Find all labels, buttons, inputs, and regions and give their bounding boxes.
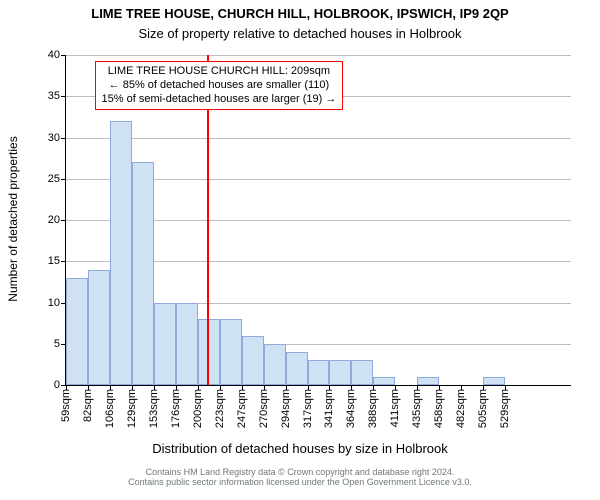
histogram-bar — [132, 162, 154, 385]
y-tick-label: 10 — [48, 297, 66, 309]
histogram-bar — [198, 319, 220, 385]
annotation-line-1: LIME TREE HOUSE CHURCH HILL: 209sqm — [102, 65, 337, 79]
annotation-line-2: ← 85% of detached houses are smaller (11… — [102, 79, 337, 93]
x-tick-label: 341sqm — [323, 385, 335, 428]
x-tick-label: 223sqm — [214, 385, 226, 428]
x-tick-label: 106sqm — [104, 385, 116, 428]
histogram-bar — [373, 377, 395, 385]
gridline — [66, 138, 571, 139]
y-tick-label: 30 — [48, 132, 66, 144]
histogram-bar — [483, 377, 505, 385]
y-tick-label: 35 — [48, 90, 66, 102]
x-tick-label: 294sqm — [280, 385, 292, 428]
x-tick-label: 129sqm — [126, 385, 138, 428]
x-tick-label: 247sqm — [236, 385, 248, 428]
x-tick-label: 200sqm — [192, 385, 204, 428]
histogram-bar — [351, 360, 373, 385]
x-tick-label: 176sqm — [170, 385, 182, 428]
histogram-bar — [264, 344, 286, 385]
chart-container: LIME TREE HOUSE, CHURCH HILL, HOLBROOK, … — [0, 0, 600, 500]
x-tick-label: 364sqm — [345, 385, 357, 428]
gridline — [66, 55, 571, 56]
histogram-bar — [220, 319, 242, 385]
histogram-bar — [176, 303, 198, 386]
x-tick-label: 482sqm — [455, 385, 467, 428]
x-tick-label: 505sqm — [477, 385, 489, 428]
histogram-bar — [242, 336, 264, 386]
histogram-bar — [417, 377, 439, 385]
chart-title: LIME TREE HOUSE, CHURCH HILL, HOLBROOK, … — [0, 6, 600, 21]
x-tick-label: 388sqm — [367, 385, 379, 428]
histogram-bar — [308, 360, 330, 385]
histogram-bar — [286, 352, 308, 385]
histogram-bar — [110, 121, 132, 385]
histogram-bar — [154, 303, 176, 386]
x-tick-label: 411sqm — [389, 385, 401, 427]
x-tick-label: 529sqm — [499, 385, 511, 428]
annotation-box: LIME TREE HOUSE CHURCH HILL: 209sqm← 85%… — [95, 61, 344, 110]
x-tick-label: 59sqm — [60, 385, 72, 422]
y-tick-label: 25 — [48, 173, 66, 185]
x-tick-label: 458sqm — [433, 385, 445, 428]
histogram-bar — [66, 278, 88, 385]
footer-attribution: Contains HM Land Registry data © Crown c… — [0, 467, 600, 487]
y-axis-label: Number of detached properties — [6, 119, 20, 319]
x-tick-label: 82sqm — [82, 385, 94, 422]
chart-plot-area: 051015202530354059sqm82sqm106sqm129sqm15… — [65, 55, 571, 386]
footer-line-2: Contains public sector information licen… — [0, 477, 600, 487]
chart-subtitle: Size of property relative to detached ho… — [0, 26, 600, 41]
y-tick-label: 15 — [48, 255, 66, 267]
footer-line-1: Contains HM Land Registry data © Crown c… — [0, 467, 600, 477]
y-tick-label: 40 — [48, 49, 66, 61]
x-tick-label: 270sqm — [258, 385, 270, 428]
annotation-line-3: 15% of semi-detached houses are larger (… — [102, 93, 337, 107]
y-tick-label: 5 — [54, 338, 66, 350]
x-tick-label: 317sqm — [302, 385, 314, 428]
histogram-bar — [329, 360, 351, 385]
x-tick-label: 435sqm — [411, 385, 423, 428]
x-tick-label: 153sqm — [148, 385, 160, 428]
histogram-bar — [88, 270, 110, 386]
x-axis-caption: Distribution of detached houses by size … — [0, 441, 600, 456]
y-tick-label: 20 — [48, 214, 66, 226]
